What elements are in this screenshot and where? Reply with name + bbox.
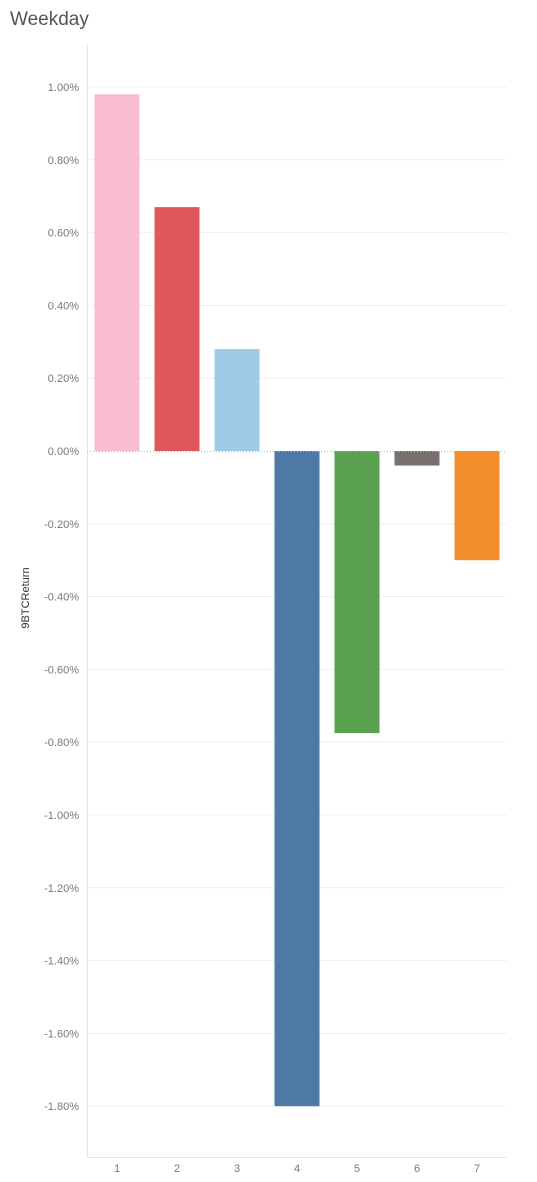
y-tick-label: -0.40%	[44, 592, 79, 604]
bar-6	[394, 451, 440, 466]
axes	[87, 45, 507, 1158]
x-tick-label: 2	[174, 1163, 180, 1175]
bar-7	[454, 451, 500, 561]
bar-2	[154, 207, 200, 451]
y-tick-label: 0.40%	[48, 300, 79, 312]
x-tick-label: 3	[234, 1163, 240, 1175]
bar-4	[274, 451, 320, 1107]
y-tick-label: -1.20%	[44, 883, 79, 895]
y-tick-label: -1.80%	[44, 1101, 79, 1113]
chart-title: Weekday	[10, 9, 89, 30]
y-tick-label: 1.00%	[48, 82, 79, 94]
x-axis-ticks: 1 2 3 4 5 6 7	[114, 1163, 480, 1175]
x-tick-label: 6	[414, 1163, 420, 1175]
y-tick-label: -1.00%	[44, 810, 79, 822]
x-tick-label: 4	[294, 1163, 300, 1175]
y-tick-label: -0.60%	[44, 664, 79, 676]
y-tick-label: 0.60%	[48, 228, 79, 240]
bar-3	[214, 349, 260, 451]
y-tick-label: -0.20%	[44, 519, 79, 531]
bar-5	[334, 451, 380, 734]
y-tick-label: -1.60%	[44, 1028, 79, 1040]
y-tick-label: 0.00%	[48, 446, 79, 458]
y-axis-ticks: 1.00% 0.80% 0.60% 0.40% 0.20% 0.00% -0.20% -0.4…	[44, 82, 79, 1113]
x-tick-label: 1	[114, 1163, 120, 1175]
x-tick-label: 7	[474, 1163, 480, 1175]
y-tick-label: 0.20%	[48, 373, 79, 385]
y-tick-label: -0.80%	[44, 737, 79, 749]
bars	[94, 94, 500, 1107]
y-tick-label: -1.40%	[44, 956, 79, 968]
bar-1	[94, 94, 140, 451]
x-tick-label: 5	[354, 1163, 360, 1175]
y-tick-label: 0.80%	[48, 155, 79, 167]
